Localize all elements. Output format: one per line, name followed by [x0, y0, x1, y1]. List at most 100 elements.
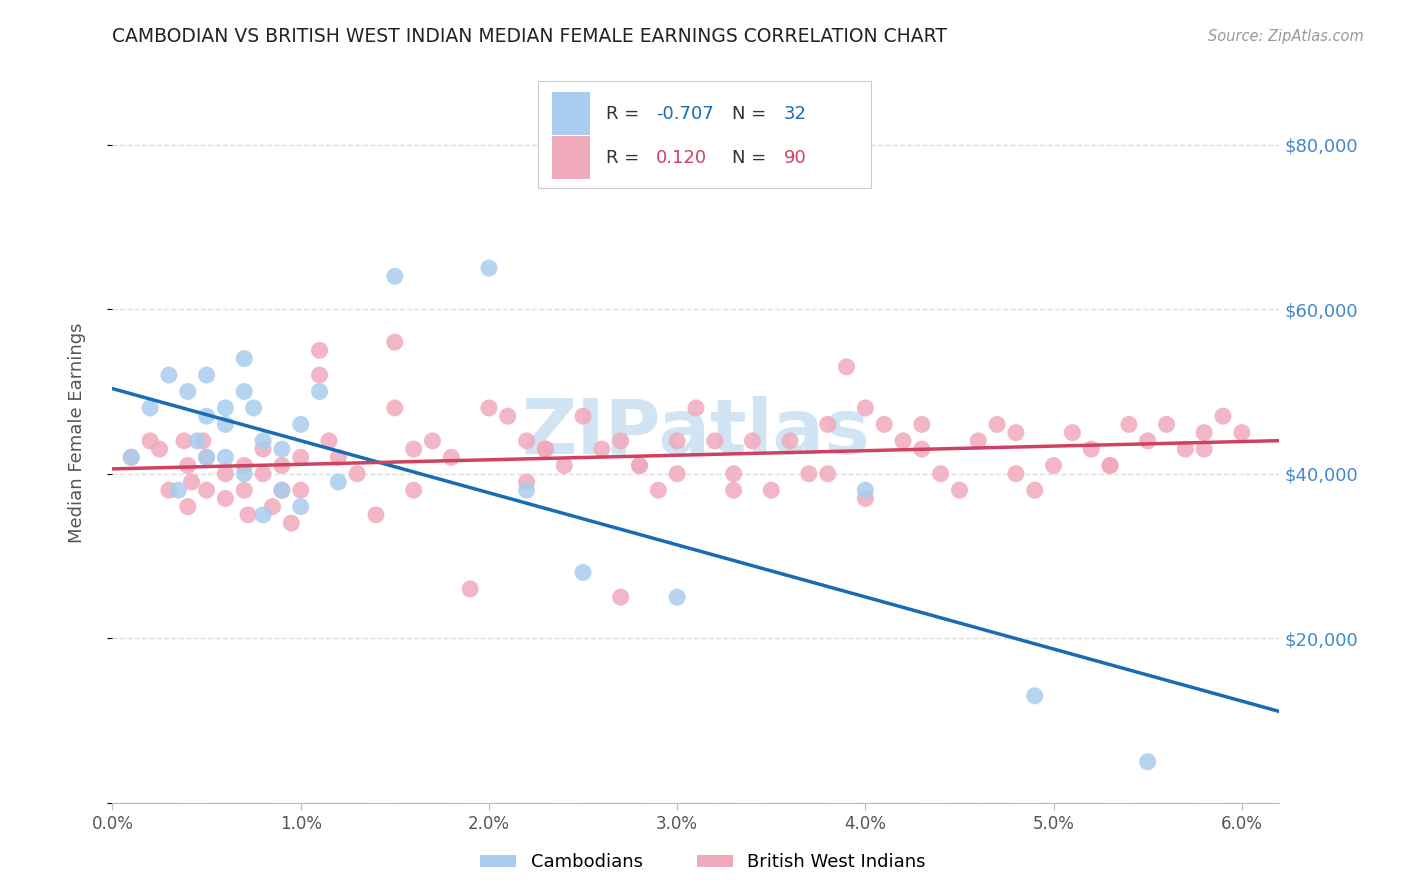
Point — [233, 467, 256, 481]
Point — [572, 409, 595, 424]
Point — [262, 500, 284, 514]
Point — [214, 491, 236, 506]
Point — [873, 417, 896, 432]
Text: 90: 90 — [783, 149, 806, 167]
Text: ZIPatlas: ZIPatlas — [522, 396, 870, 469]
Point — [553, 458, 575, 473]
Point — [817, 467, 839, 481]
Point — [233, 351, 256, 366]
Point — [496, 409, 519, 424]
Point — [516, 483, 538, 498]
Point — [666, 467, 689, 481]
Text: N =: N = — [733, 104, 772, 122]
Point — [328, 450, 350, 465]
Point — [628, 458, 651, 473]
Point — [120, 450, 142, 465]
Point — [364, 508, 387, 522]
Point — [384, 335, 406, 350]
Text: CAMBODIAN VS BRITISH WEST INDIAN MEDIAN FEMALE EARNINGS CORRELATION CHART: CAMBODIAN VS BRITISH WEST INDIAN MEDIAN … — [112, 27, 948, 45]
Point — [572, 566, 595, 580]
Point — [318, 434, 340, 448]
Point — [195, 450, 218, 465]
Point — [290, 483, 312, 498]
Point — [290, 417, 312, 432]
Point — [911, 417, 934, 432]
Point — [308, 368, 330, 382]
Point — [666, 590, 689, 604]
Point — [328, 475, 350, 489]
Point — [214, 401, 236, 415]
Point — [280, 516, 302, 530]
Point — [233, 384, 256, 399]
Text: 0.120: 0.120 — [657, 149, 707, 167]
Point — [1156, 417, 1178, 432]
Point — [214, 417, 236, 432]
Point — [948, 483, 970, 498]
Point — [458, 582, 481, 596]
Point — [478, 261, 501, 276]
Point — [252, 434, 274, 448]
Point — [252, 467, 274, 481]
Point — [986, 417, 1008, 432]
Text: N =: N = — [733, 149, 772, 167]
Point — [967, 434, 990, 448]
Point — [290, 450, 312, 465]
Point — [591, 442, 613, 456]
Point — [853, 483, 876, 498]
Point — [1192, 425, 1215, 440]
Point — [252, 508, 274, 522]
Point — [139, 434, 162, 448]
Point — [214, 450, 236, 465]
Point — [628, 458, 651, 473]
Point — [290, 500, 312, 514]
Point — [1192, 442, 1215, 456]
Point — [270, 458, 292, 473]
Point — [779, 434, 801, 448]
Point — [647, 483, 669, 498]
Point — [1136, 755, 1159, 769]
Point — [167, 483, 190, 498]
Point — [1136, 434, 1159, 448]
Text: Source: ZipAtlas.com: Source: ZipAtlas.com — [1208, 29, 1364, 44]
Point — [1080, 442, 1102, 456]
Point — [270, 483, 292, 498]
Point — [797, 467, 820, 481]
Point — [308, 343, 330, 358]
FancyBboxPatch shape — [538, 81, 870, 188]
Point — [516, 475, 538, 489]
Point — [186, 434, 208, 448]
Point — [346, 467, 368, 481]
Point — [214, 467, 236, 481]
Point — [384, 269, 406, 284]
Point — [685, 401, 707, 415]
Point — [270, 442, 292, 456]
Point — [177, 458, 200, 473]
Text: R =: R = — [606, 149, 651, 167]
Point — [402, 483, 425, 498]
Point — [835, 359, 858, 374]
Point — [308, 384, 330, 399]
Point — [157, 483, 180, 498]
Point — [173, 434, 195, 448]
Point — [236, 508, 259, 522]
Legend: Cambodians, British West Indians: Cambodians, British West Indians — [472, 847, 934, 879]
Point — [1024, 483, 1046, 498]
Point — [195, 368, 218, 382]
Point — [1005, 467, 1028, 481]
Point — [270, 483, 292, 498]
Point — [233, 458, 256, 473]
Point — [1005, 425, 1028, 440]
Point — [534, 442, 557, 456]
Point — [609, 434, 631, 448]
Point — [1099, 458, 1122, 473]
Point — [609, 590, 631, 604]
Point — [195, 409, 218, 424]
Point — [703, 434, 725, 448]
Point — [233, 483, 256, 498]
Point — [761, 483, 783, 498]
Point — [723, 483, 745, 498]
Y-axis label: Median Female Earnings: Median Female Earnings — [67, 322, 86, 543]
Point — [1099, 458, 1122, 473]
Point — [1062, 425, 1084, 440]
Point — [422, 434, 444, 448]
